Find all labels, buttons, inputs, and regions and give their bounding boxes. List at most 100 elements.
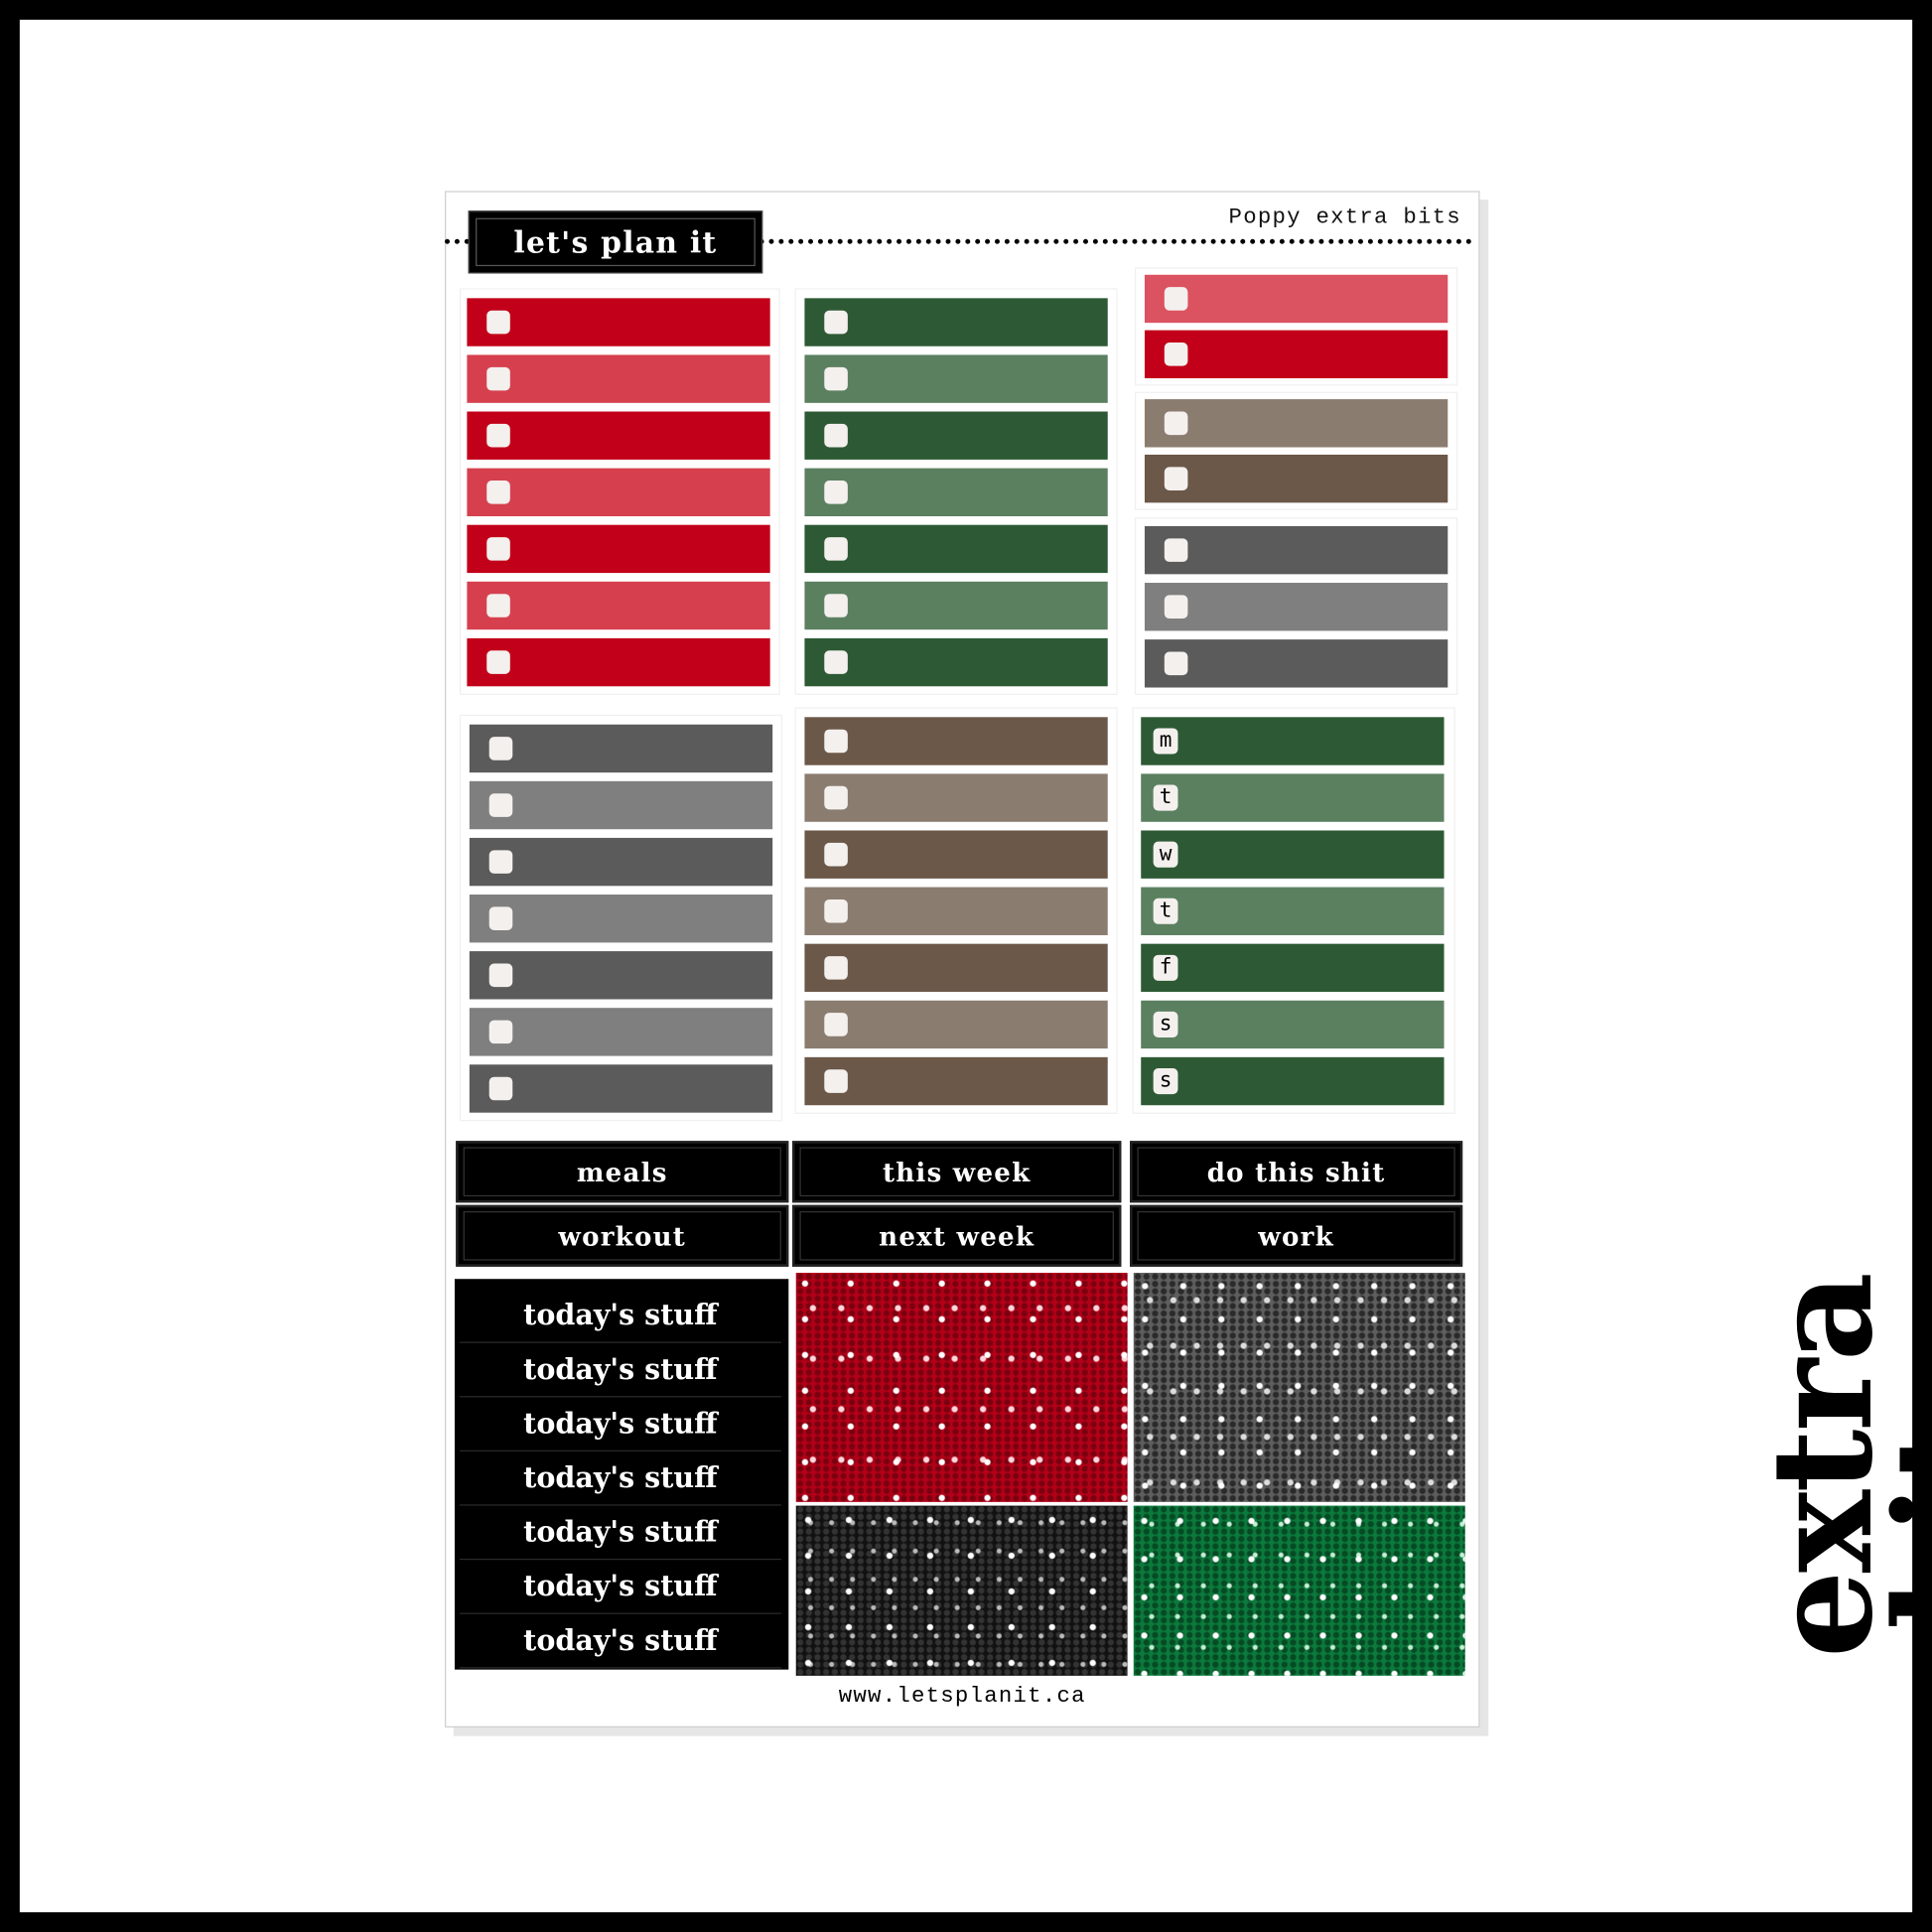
glitter-swatch-green — [1133, 1505, 1465, 1676]
checkbox-icon — [824, 842, 848, 867]
sheet-subtitle: Poppy extra bits — [1228, 206, 1461, 231]
footer-url: www.letsplanit.ca — [838, 1684, 1086, 1710]
label-text: do this shit — [1137, 1147, 1455, 1197]
checklist-bar — [1144, 639, 1449, 688]
checkbox-icon — [488, 1020, 513, 1044]
glitter-swatch-red — [795, 1273, 1128, 1502]
checkbox-icon — [824, 594, 848, 618]
todays-stuff-label: today's stuff — [459, 1289, 781, 1343]
checkbox-icon — [824, 1013, 848, 1036]
checklist-bar — [804, 524, 1108, 574]
label-text: meals — [463, 1147, 781, 1197]
weekday-bar: m — [1141, 717, 1445, 765]
weekday-bar: t — [1141, 773, 1445, 822]
checklist-group — [1135, 267, 1458, 386]
checkbox-icon — [486, 650, 510, 674]
todays-stuff-label: today's stuff — [459, 1343, 781, 1398]
checklist-bar — [804, 1056, 1108, 1106]
checkbox-icon — [488, 906, 513, 931]
sheet-title-box: let's plan it — [468, 210, 763, 274]
checklist-bar — [804, 354, 1108, 403]
checklist-bar — [469, 1064, 773, 1113]
weekday-letter: s — [1153, 1011, 1178, 1037]
label-text: workout — [463, 1210, 781, 1261]
dotted-divider — [445, 238, 1473, 244]
checkbox-icon — [488, 793, 513, 817]
checkbox-icon — [486, 594, 510, 618]
checklist-bar — [1144, 583, 1449, 631]
checklist-bar — [467, 354, 770, 403]
todays-stuff-label: today's stuff — [459, 1560, 781, 1614]
checklist-bar — [1144, 330, 1449, 379]
checklist-bar — [804, 943, 1108, 993]
label-text: next week — [799, 1210, 1114, 1261]
checklist-bar — [469, 951, 773, 1000]
checkbox-icon — [1164, 538, 1188, 562]
weekday-bar: f — [1141, 943, 1445, 993]
checklist-group — [794, 707, 1118, 1114]
checklist-bar — [467, 581, 770, 630]
checkbox-icon — [488, 1076, 513, 1101]
checkbox-icon — [824, 785, 848, 810]
weekday-group — [1132, 707, 1455, 1114]
checkbox-icon — [824, 1069, 848, 1093]
weekday-letter: w — [1153, 841, 1178, 868]
checklist-bar — [804, 637, 1108, 687]
todays-stuff-label: today's stuff — [459, 1506, 781, 1561]
label-sticker: workout — [456, 1204, 789, 1267]
checklist-bar — [467, 524, 770, 574]
checklist-bar — [804, 411, 1108, 460]
weekday-letter: f — [1153, 954, 1178, 981]
label-text: work — [1137, 1210, 1455, 1261]
label-sticker: do this shit — [1130, 1141, 1463, 1203]
todays-stuff-label: today's stuff — [459, 1397, 781, 1451]
weekday-letter: s — [1153, 1068, 1178, 1095]
checkbox-icon — [824, 423, 848, 448]
checkbox-icon — [1164, 467, 1188, 490]
checklist-group — [1135, 517, 1458, 695]
checkbox-icon — [488, 850, 513, 874]
checklist-group — [459, 288, 780, 695]
checklist-bar — [469, 837, 773, 887]
checklist-group — [459, 714, 783, 1122]
checkbox-icon — [488, 737, 513, 760]
glitter-swatch-black — [795, 1505, 1128, 1676]
checklist-bar — [804, 773, 1108, 822]
checklist-bar — [804, 887, 1108, 935]
checklist-bar — [467, 468, 770, 517]
label-sticker: meals — [456, 1141, 789, 1203]
checklist-bar — [469, 895, 773, 943]
weekday-letter: t — [1153, 784, 1178, 811]
checkbox-icon — [824, 729, 848, 754]
checklist-group — [1135, 391, 1458, 510]
checkbox-icon — [1164, 287, 1188, 311]
checkbox-icon — [824, 481, 848, 504]
checklist-bar — [804, 298, 1108, 346]
checkbox-icon — [1164, 595, 1188, 620]
label-sticker: this week — [792, 1141, 1122, 1203]
checklist-bar — [804, 1000, 1108, 1049]
checkbox-icon — [1164, 343, 1188, 366]
checklist-bar — [804, 468, 1108, 517]
checklist-bar — [467, 411, 770, 460]
label-sticker: next week — [792, 1204, 1122, 1267]
checkbox-icon — [824, 956, 848, 980]
checkbox-icon — [486, 310, 510, 335]
checklist-bar — [1144, 274, 1449, 324]
checkbox-icon — [1164, 411, 1188, 436]
weekday-bar: w — [1141, 830, 1445, 879]
checklist-bar — [467, 298, 770, 346]
checklist-bar — [469, 780, 773, 830]
checklist-bar — [1144, 525, 1449, 575]
sheet-title: let's plan it — [476, 217, 756, 267]
checklist-group — [794, 288, 1118, 695]
checkbox-icon — [824, 537, 848, 561]
checklist-bar — [469, 1008, 773, 1056]
weekday-bar: s — [1141, 1056, 1445, 1106]
weekday-bar: t — [1141, 887, 1445, 935]
checklist-bar — [1144, 399, 1449, 448]
weekday-bar: s — [1141, 1000, 1445, 1049]
todays-stuff-strip: today's stuff today's stuff today's stuff t… — [454, 1279, 789, 1670]
glitter-swatch-gray — [1133, 1273, 1465, 1502]
checklist-bar — [469, 724, 773, 773]
